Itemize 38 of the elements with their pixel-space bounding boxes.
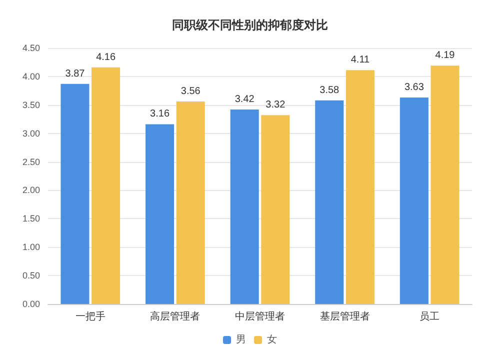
y-tick-label: 3.00 <box>22 128 40 138</box>
bar <box>176 101 205 304</box>
legend-label: 男 <box>236 334 246 346</box>
legend-label: 女 <box>267 334 277 346</box>
y-tick-label: 1.50 <box>22 214 40 224</box>
bar <box>315 100 344 304</box>
bar <box>400 97 428 304</box>
data-label: 4.11 <box>350 54 370 66</box>
data-label: 3.16 <box>150 108 170 120</box>
y-tick-label: 0.00 <box>22 299 40 309</box>
y-tick-label: 2.50 <box>22 156 40 167</box>
data-label: 3.63 <box>404 82 424 93</box>
y-tick-label: 2.00 <box>22 185 40 196</box>
bar <box>230 109 259 304</box>
x-tick-label: 中层管理者 <box>235 310 285 322</box>
x-tick-label: 一把手 <box>75 310 106 322</box>
data-label: 3.32 <box>266 100 286 111</box>
y-tick-label: 4.00 <box>22 71 40 82</box>
y-tick-label: 4.50 <box>22 43 40 53</box>
data-label: 4.19 <box>435 50 456 62</box>
bar <box>92 67 120 304</box>
data-label: 4.16 <box>96 52 116 63</box>
bar <box>346 70 374 304</box>
bar <box>146 124 174 304</box>
y-tick-label: 3.50 <box>22 100 40 110</box>
data-label: 3.58 <box>320 84 340 96</box>
x-tick-label: 高层管理者 <box>150 310 200 322</box>
bar <box>60 84 90 304</box>
data-label: 3.87 <box>65 68 86 80</box>
x-tick-label: 员工 <box>420 312 440 322</box>
data-label: 3.42 <box>234 94 255 105</box>
y-tick-label: 1.00 <box>22 242 40 252</box>
chart-title: 同职级不同性别的抑郁度对比 <box>172 18 328 32</box>
data-label: 3.56 <box>180 86 201 97</box>
y-tick-label: 0.50 <box>22 270 40 281</box>
bar <box>261 115 290 304</box>
bar <box>430 66 460 304</box>
x-tick-label: 基层管理者 <box>320 310 370 322</box>
